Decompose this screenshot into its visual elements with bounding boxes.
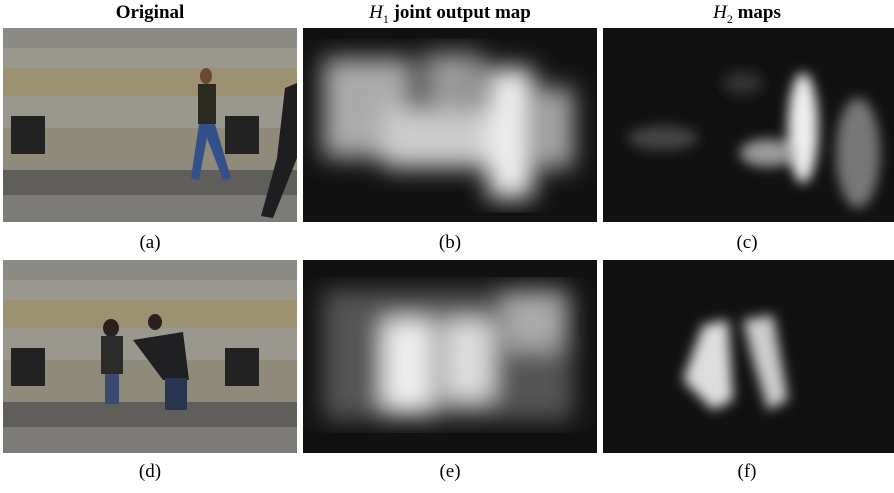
symbol: H xyxy=(713,2,727,23)
caption: (d) xyxy=(3,461,297,483)
subscript: 1 xyxy=(383,12,389,26)
heatmap xyxy=(603,28,894,222)
title-text: joint output map xyxy=(394,2,531,23)
caption: (a) xyxy=(3,232,297,254)
column-title: H2 maps xyxy=(600,2,894,27)
symbol: H xyxy=(369,2,383,23)
photo xyxy=(3,260,297,453)
caption: (b) xyxy=(303,232,597,254)
column-title: H1 joint output map xyxy=(303,2,597,27)
photo xyxy=(3,28,297,222)
title-text: maps xyxy=(738,2,781,23)
subscript: 2 xyxy=(727,12,733,26)
heatmap xyxy=(603,260,894,453)
column-title: Original xyxy=(3,2,297,24)
figure: Original H1 joint output map H2 maps (a)… xyxy=(0,0,894,493)
heatmap xyxy=(303,260,597,453)
heatmap xyxy=(303,28,597,222)
caption: (e) xyxy=(303,461,597,483)
caption: (c) xyxy=(600,232,894,254)
caption: (f) xyxy=(600,461,894,483)
